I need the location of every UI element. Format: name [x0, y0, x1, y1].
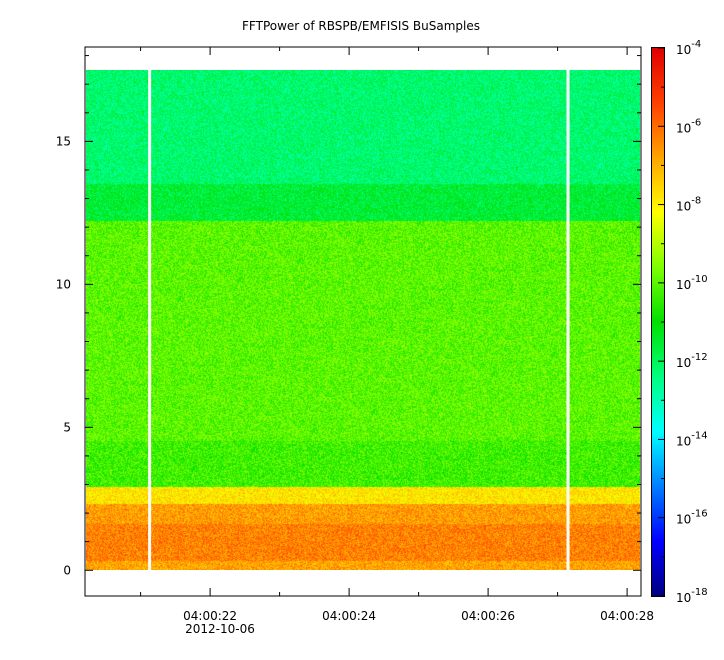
- chart-title: FFTPower of RBSPB/EMFISIS BuSamples: [242, 19, 480, 33]
- y-axis: 0 5 10 15: [56, 55, 641, 577]
- x-tick-label: 04:00:22: [183, 609, 237, 623]
- colorbar-tick-label: 10-16: [676, 509, 708, 527]
- colorbar-gradient: [652, 48, 664, 596]
- colorbar-tick-label: 10-14: [676, 430, 708, 448]
- data-gap-0: [148, 70, 152, 570]
- colorbar-tick-label: 10-8: [676, 196, 701, 214]
- colorbar-tick-label: 10-10: [676, 274, 708, 292]
- colorbar-tick-label: 10-18: [676, 587, 708, 605]
- y-tick-label: 10: [56, 277, 71, 291]
- colorbar-tick-label: 10-4: [676, 39, 701, 57]
- x-tick-label: 04:00:26: [461, 609, 515, 623]
- y-tick-label: 15: [56, 134, 71, 148]
- x-tick-label: 04:00:28: [600, 609, 654, 623]
- data-gaps: [148, 70, 570, 570]
- y-tick-label: 0: [63, 563, 71, 577]
- x-date-label: 2012-10-06: [185, 622, 255, 636]
- colorbar-tick-label: 10-12: [676, 352, 708, 370]
- x-tick-label: 04:00:24: [322, 609, 376, 623]
- colorbar-tick-label: 10-6: [676, 117, 701, 135]
- x-axis: 04:00:22 04:00:24 04:00:26 04:00:28: [140, 47, 654, 623]
- data-gap-1: [566, 70, 570, 570]
- y-tick-label: 5: [63, 420, 71, 434]
- plot-frame: [84, 46, 642, 597]
- spectrogram-image: [86, 70, 640, 570]
- colorbar-axis: 10-4 10-6 10-8 10-10 10-12 10-14 10-16 10-18: [658, 39, 708, 605]
